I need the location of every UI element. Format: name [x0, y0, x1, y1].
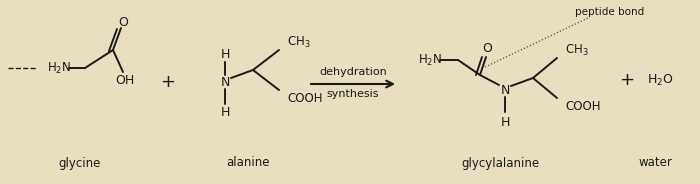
Text: N: N: [220, 75, 230, 89]
Text: glycine: glycine: [59, 157, 102, 169]
Text: H: H: [500, 116, 510, 130]
Text: alanine: alanine: [226, 157, 270, 169]
Text: synthesis: synthesis: [327, 89, 379, 99]
Text: peptide bond: peptide bond: [575, 7, 645, 17]
Text: $\mathregular{CH_3}$: $\mathregular{CH_3}$: [565, 43, 589, 58]
Text: COOH: COOH: [565, 100, 601, 112]
Text: O: O: [118, 15, 128, 29]
Text: COOH: COOH: [287, 91, 323, 105]
Text: H: H: [220, 47, 230, 61]
Text: H: H: [220, 105, 230, 118]
Text: $\mathregular{H_2N}$: $\mathregular{H_2N}$: [418, 52, 442, 68]
Text: dehydration: dehydration: [319, 67, 387, 77]
Text: water: water: [638, 157, 672, 169]
Text: OH: OH: [116, 73, 134, 86]
Text: $\mathregular{H_2N}$: $\mathregular{H_2N}$: [47, 61, 71, 76]
Text: $\mathregular{CH_3}$: $\mathregular{CH_3}$: [287, 34, 311, 49]
Text: $\mathregular{H_2O}$: $\mathregular{H_2O}$: [647, 72, 673, 88]
Text: glycylalanine: glycylalanine: [461, 157, 539, 169]
Text: +: +: [160, 73, 176, 91]
Text: +: +: [620, 71, 634, 89]
Text: N: N: [500, 84, 510, 96]
Text: O: O: [482, 42, 492, 54]
